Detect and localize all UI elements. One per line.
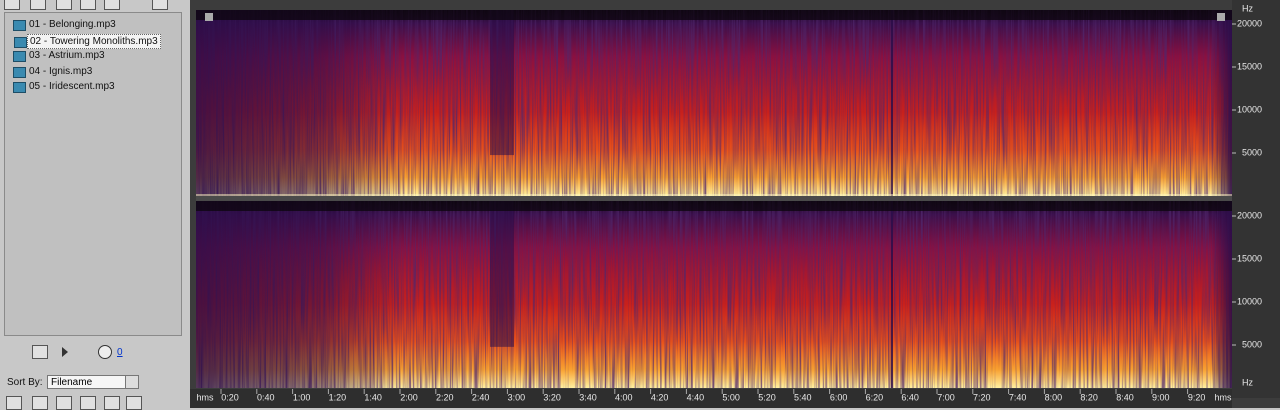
- time-label: 9:20: [1188, 392, 1206, 402]
- spectral-view: 20000 15000 10000 5000 Hz 20000 15000 10000 5000…: [190, 0, 1280, 408]
- spectrogram-fade: [196, 10, 1232, 196]
- hz-label: 10000: [1237, 104, 1262, 114]
- file-name: 03 - Astrium.mp3: [29, 50, 105, 61]
- dark-band: [490, 10, 514, 156]
- file-name: 05 - Iridescent.mp3: [29, 81, 115, 92]
- dark-band: [490, 201, 514, 347]
- hz-label: 20000: [1237, 18, 1262, 28]
- time-label: 4:20: [651, 392, 669, 402]
- toolbar-button[interactable]: [56, 0, 72, 10]
- file-name: 04 - Ignis.mp3: [29, 65, 93, 77]
- file-name: 02 - Towering Monoliths.mp3: [30, 35, 158, 47]
- time-label: 5:40: [794, 392, 812, 402]
- toolbar-button[interactable]: [30, 0, 46, 10]
- sort-label: Sort By:: [7, 377, 43, 388]
- file-list: 01 - Belonging.mp3 02 - Towering Monolith…: [4, 12, 182, 336]
- hz-unit: Hz: [1242, 377, 1253, 387]
- time-label: 2:40: [472, 392, 490, 402]
- file-icon: [13, 51, 26, 62]
- file-item[interactable]: 03 - Astrium.mp3: [13, 49, 107, 62]
- time-unit: hms: [1214, 392, 1232, 402]
- time-label: 8:40: [1116, 392, 1134, 402]
- time-label: 3:40: [579, 392, 597, 402]
- dark-line: [891, 201, 893, 388]
- sort-value: Filename: [51, 377, 93, 388]
- autoplay-icon[interactable]: [8, 346, 22, 358]
- file-icon: [14, 36, 27, 48]
- spectrogram-fade: [196, 201, 1232, 388]
- time-label: 0:20: [221, 392, 239, 402]
- hz-label: 20000: [1237, 210, 1262, 220]
- time-ruler: [190, 389, 1232, 408]
- volume-value: 0: [117, 347, 123, 358]
- file-item[interactable]: 04 - Ignis.mp3: [13, 65, 94, 78]
- time-label: 0:40: [257, 392, 275, 402]
- top-strip: [196, 201, 1232, 211]
- file-item[interactable]: 02 - Towering Monoliths.mp3: [14, 33, 161, 49]
- hz-label: 5000: [1242, 147, 1262, 157]
- files-panel: 01 - Belonging.mp3 02 - Towering Monolith…: [0, 0, 186, 410]
- hz-label: 15000: [1237, 253, 1262, 263]
- dropdown-arrow: [125, 376, 138, 388]
- time-label: 1:20: [329, 392, 347, 402]
- file-icon: [13, 66, 26, 78]
- file-name: 01 - Belonging.mp3: [29, 19, 116, 30]
- file-item[interactable]: 01 - Belonging.mp3: [13, 18, 118, 31]
- toolbar-button[interactable]: [4, 0, 20, 10]
- time-label: 6:40: [901, 392, 919, 402]
- file-item[interactable]: 05 - Iridescent.mp3: [13, 80, 117, 93]
- hz-label: 10000: [1237, 296, 1262, 306]
- play-button[interactable]: [62, 347, 68, 357]
- volume-knob[interactable]: [98, 345, 112, 359]
- corner-handle: [1217, 13, 1225, 21]
- hz-unit: Hz: [1242, 3, 1253, 13]
- loop-button[interactable]: [32, 345, 48, 359]
- time-label: 8:20: [1080, 392, 1098, 402]
- toolbar-button[interactable]: [152, 0, 168, 10]
- time-label: 1:40: [364, 392, 382, 402]
- file-icon: [13, 20, 26, 31]
- toolbar-button[interactable]: [104, 0, 120, 10]
- toolbar-button[interactable]: [80, 0, 96, 10]
- freq-ruler: [1232, 197, 1280, 398]
- hz-label: 5000: [1242, 339, 1262, 349]
- time-label: 5:00: [722, 392, 740, 402]
- time-label: 7:00: [937, 392, 955, 402]
- time-label: 4:40: [687, 392, 705, 402]
- time-label: 8:00: [1045, 392, 1063, 402]
- channel-divider: [196, 196, 1232, 201]
- time-label: 5:20: [758, 392, 776, 402]
- time-unit: hms: [196, 392, 214, 402]
- hz-label: 15000: [1237, 61, 1262, 71]
- sort-dropdown[interactable]: Filename: [47, 375, 139, 389]
- time-label: 3:00: [508, 392, 526, 402]
- time-label: 1:00: [293, 392, 311, 402]
- time-label: 2:00: [400, 392, 418, 402]
- time-label: 7:20: [973, 392, 991, 402]
- freq-ruler: [1232, 0, 1280, 200]
- time-label: 2:20: [436, 392, 454, 402]
- top-strip: [196, 10, 1232, 20]
- time-label: 6:00: [830, 392, 848, 402]
- time-label: 7:40: [1009, 392, 1027, 402]
- time-label: 4:00: [615, 392, 633, 402]
- corner-handle: [205, 13, 213, 21]
- dark-line: [891, 10, 893, 196]
- time-label: 9:00: [1152, 392, 1170, 402]
- time-label: 6:20: [866, 392, 884, 402]
- file-icon: [13, 82, 26, 93]
- time-label: 3:20: [543, 392, 561, 402]
